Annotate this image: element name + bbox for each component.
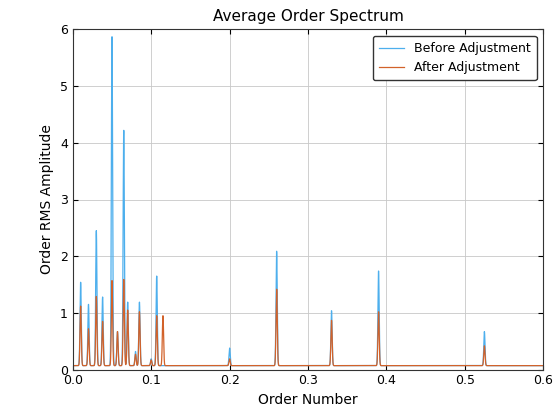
Legend: Before Adjustment, After Adjustment: Before Adjustment, After Adjustment [373,36,537,80]
After Adjustment [536,363,543,368]
After Adjustment [184,363,190,368]
Before Adjustment [109,34,115,39]
After Adjustment [540,363,547,368]
Before Adjustment [536,363,543,368]
Before Adjustment [247,363,254,368]
After Adjustment [69,363,76,368]
After Adjustment [179,363,185,368]
Before Adjustment [179,363,185,368]
Line: Before Adjustment: Before Adjustment [73,37,543,366]
X-axis label: Order Number: Order Number [258,393,358,407]
After Adjustment [281,363,287,368]
After Adjustment [247,363,254,368]
After Adjustment [120,277,127,282]
Before Adjustment [540,363,547,368]
Title: Average Order Spectrum: Average Order Spectrum [213,9,403,24]
Before Adjustment [181,363,188,368]
Before Adjustment [184,363,190,368]
Y-axis label: Order RMS Amplitude: Order RMS Amplitude [40,125,54,274]
After Adjustment [181,363,188,368]
Before Adjustment [69,363,76,368]
Before Adjustment [281,363,287,368]
Line: After Adjustment: After Adjustment [73,279,543,366]
